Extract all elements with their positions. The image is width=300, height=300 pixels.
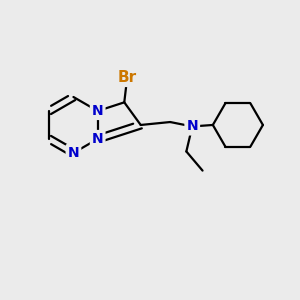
Text: N: N	[92, 132, 103, 146]
Text: N: N	[68, 146, 79, 160]
Text: Br: Br	[118, 70, 137, 85]
Text: N: N	[92, 104, 103, 118]
Text: N: N	[186, 119, 198, 134]
